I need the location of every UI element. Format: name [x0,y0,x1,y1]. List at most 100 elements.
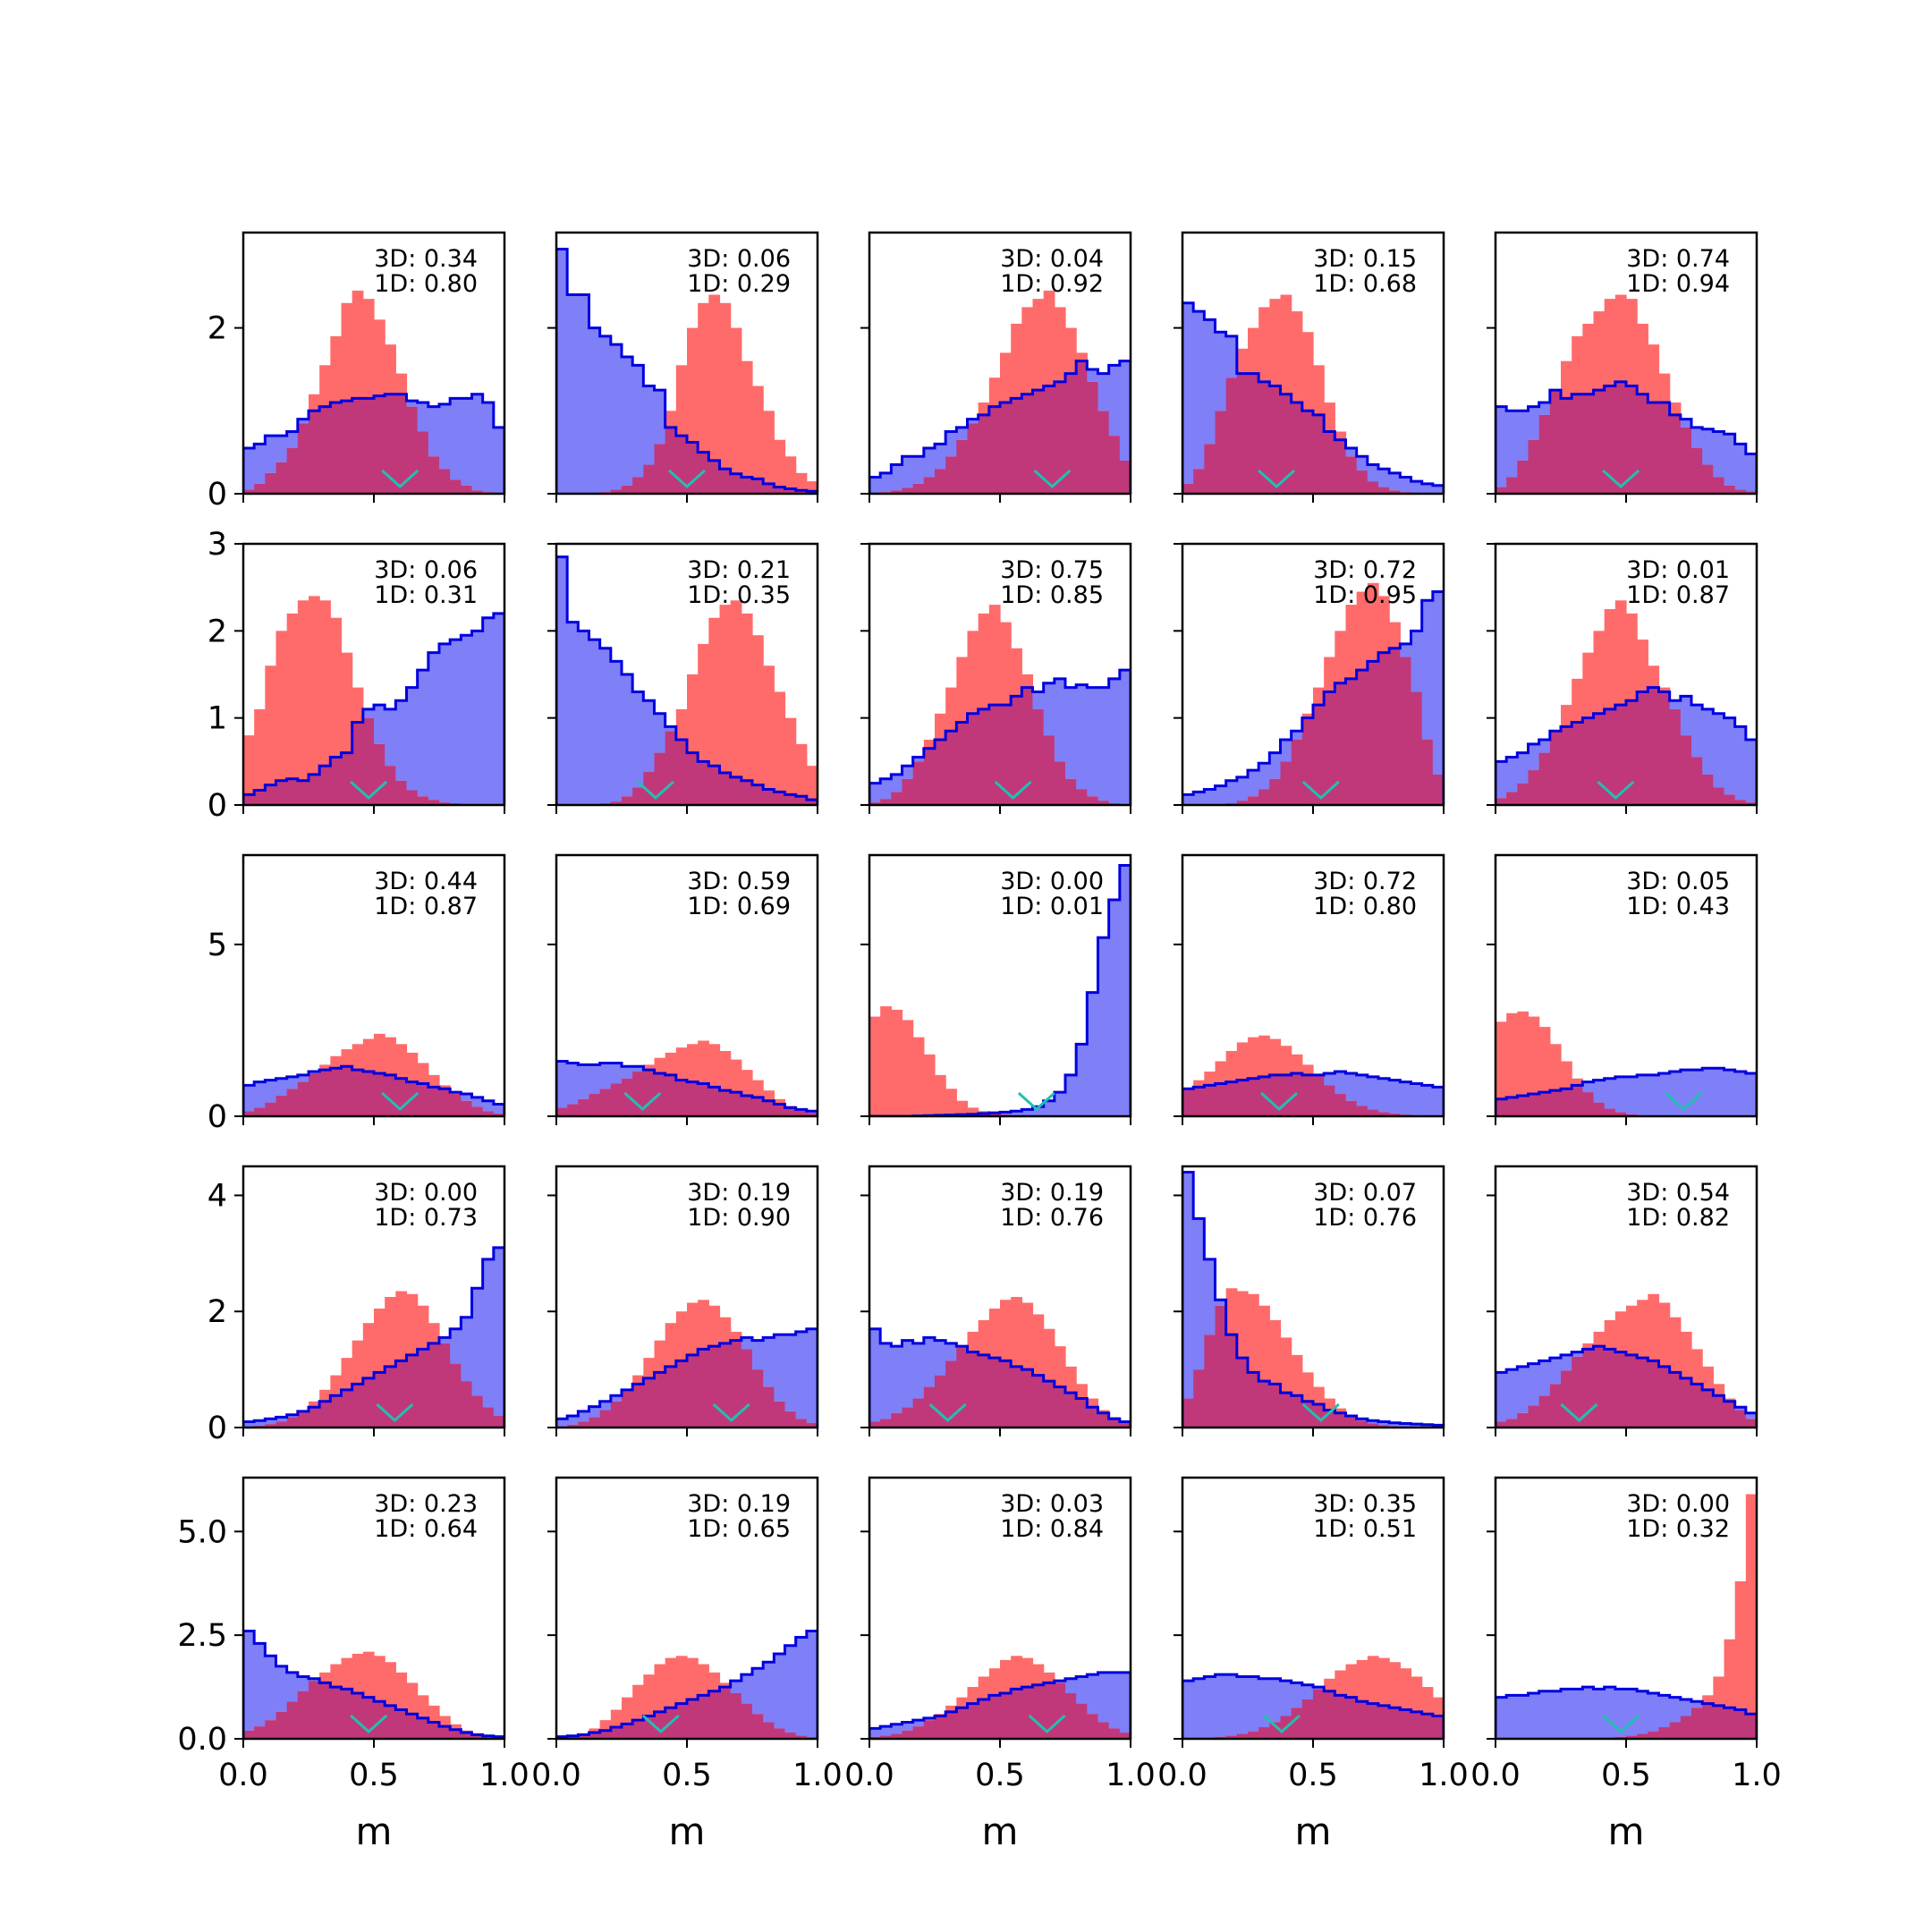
overlap-bar [632,1072,644,1116]
overlap-bar [902,1407,914,1428]
red-bar [1389,1662,1401,1708]
red-bar [654,1340,666,1373]
red-bar [978,402,990,415]
red-bar [439,1716,451,1727]
overlap-bar [1032,390,1045,494]
red-bar [774,691,786,792]
overlap-bar [1248,1731,1259,1739]
blue-bar [956,427,969,440]
plot-area [869,1297,1131,1428]
plot-area [243,596,504,805]
blue-bar [1680,1699,1692,1716]
overlap-bar [752,479,764,494]
overlap-bar [891,792,903,805]
overlap-bar [1097,411,1110,494]
blue-step-line [1496,1344,1757,1428]
blue-bar [1345,448,1358,457]
red-bar [1378,1657,1390,1706]
overlap-bar [698,1695,709,1739]
blue-bar [923,448,936,478]
annotation-1d: 1D: 0.65 [687,1515,791,1543]
red-bar [1637,1300,1648,1359]
overlap-bar [1324,1085,1335,1116]
overlap-bar [665,1074,677,1116]
blue-step-line [1182,590,1444,805]
blue-bar [795,1331,808,1419]
red-bar [665,1052,677,1075]
overlap-bar [450,1363,462,1428]
blue-bar [275,436,288,462]
overlap-bar [1713,477,1725,494]
blue-bar [1204,1258,1216,1335]
overlap-bar [395,780,408,805]
overlap-bar [741,1095,753,1116]
red-bar [1658,687,1671,692]
red-bar [1561,1061,1572,1089]
blue-bar [1389,1422,1401,1427]
blue-bar [1182,794,1194,805]
blue-bar [1367,1076,1379,1110]
blue-bar [1280,1681,1292,1716]
blue-bar [1593,1689,1606,1739]
red-bar [330,617,343,758]
overlap-bar [1713,1395,1725,1428]
blue-bar [556,1419,568,1427]
overlap-bar [945,1360,957,1428]
plot-area [243,1629,504,1739]
red-bar [1324,402,1335,432]
overlap-bar [1054,1386,1066,1428]
red-bar [1561,360,1572,399]
blue-bar [1702,1068,1714,1116]
annotation-1d: 1D: 0.85 [1000,581,1104,609]
red-bar [741,613,753,781]
red-bar [880,1006,892,1116]
overlap-bar [730,1693,742,1739]
blue-bar [902,1722,914,1731]
overlap-bar [935,1716,946,1739]
blue-bar [869,1728,881,1737]
blue-bar [578,294,590,494]
blue-bar [1193,792,1205,805]
overlap-bar [1236,1733,1249,1739]
blue-step-line [556,555,818,805]
overlap-bar [330,1068,343,1116]
annotation-1d: 1D: 0.92 [1000,270,1104,298]
overlap-bar [297,780,309,805]
annotation-3d: 3D: 0.06 [374,556,478,584]
blue-bar [1517,1366,1530,1413]
overlap-bar [687,1081,699,1116]
overlap-bar [1724,1707,1736,1739]
blue-bar [1097,1672,1110,1723]
overlap-bar [309,411,320,494]
red-bar [1054,1346,1066,1387]
x-tick-label: 0.0 [1470,1758,1521,1793]
annotation-3d: 3D: 0.00 [374,1179,478,1207]
median-marker [1665,1091,1703,1112]
overlap-bar [752,1369,764,1428]
blue-bar [1011,1111,1022,1115]
blue-bar [1432,1087,1444,1116]
overlap-bar [1335,439,1347,494]
overlap-bar [1637,691,1648,805]
overlap-bar [493,1113,504,1116]
x-tick-label: 0.0 [218,1758,268,1793]
blue-bar [1734,444,1747,490]
annotation-1d: 1D: 0.51 [1313,1515,1417,1543]
blue-bar [1713,713,1725,788]
blue-bar [1734,1072,1747,1116]
annotation-3d: 3D: 0.34 [374,245,478,273]
overlap-bar [450,479,462,494]
red-bar [1248,1293,1259,1373]
overlap-bar [428,1722,440,1739]
overlap-bar [309,1681,320,1739]
blue-bar [461,635,473,805]
blue-bar [1648,1693,1660,1732]
median-marker [712,1402,750,1423]
red-bar [935,1074,946,1115]
overlap-bar [286,448,299,494]
blue-bar [622,1066,633,1079]
blue-bar [1225,1674,1238,1736]
red-bar [243,735,255,795]
x-axis-label: m [1295,1809,1332,1853]
